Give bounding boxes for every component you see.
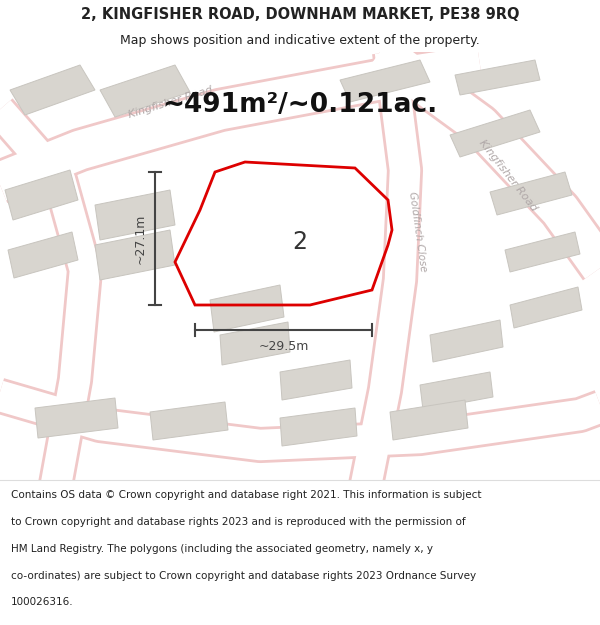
Text: HM Land Registry. The polygons (including the associated geometry, namely x, y: HM Land Registry. The polygons (includin… bbox=[11, 544, 433, 554]
Polygon shape bbox=[10, 65, 95, 115]
Text: Kingfisher Road: Kingfisher Road bbox=[477, 138, 539, 212]
Text: 2: 2 bbox=[293, 230, 308, 254]
Polygon shape bbox=[430, 320, 503, 362]
Polygon shape bbox=[35, 398, 118, 438]
Text: ~27.1m: ~27.1m bbox=[134, 213, 147, 264]
Text: co-ordinates) are subject to Crown copyright and database rights 2023 Ordnance S: co-ordinates) are subject to Crown copyr… bbox=[11, 571, 476, 581]
Polygon shape bbox=[100, 65, 190, 117]
Polygon shape bbox=[510, 287, 582, 328]
Text: Kingfisher Road: Kingfisher Road bbox=[127, 84, 214, 119]
Polygon shape bbox=[450, 110, 540, 157]
Polygon shape bbox=[220, 322, 290, 365]
Polygon shape bbox=[150, 402, 228, 440]
Text: Goldfinch Close: Goldfinch Close bbox=[407, 191, 428, 272]
Text: to Crown copyright and database rights 2023 and is reproduced with the permissio: to Crown copyright and database rights 2… bbox=[11, 517, 466, 527]
Polygon shape bbox=[5, 170, 78, 220]
Polygon shape bbox=[340, 60, 430, 102]
Text: 2, KINGFISHER ROAD, DOWNHAM MARKET, PE38 9RQ: 2, KINGFISHER ROAD, DOWNHAM MARKET, PE38… bbox=[81, 7, 519, 22]
Text: ~29.5m: ~29.5m bbox=[259, 340, 308, 353]
Polygon shape bbox=[455, 60, 540, 95]
Text: Contains OS data © Crown copyright and database right 2021. This information is : Contains OS data © Crown copyright and d… bbox=[11, 490, 481, 500]
Text: ~491m²/~0.121ac.: ~491m²/~0.121ac. bbox=[163, 92, 437, 118]
Polygon shape bbox=[8, 232, 78, 278]
Polygon shape bbox=[420, 372, 493, 410]
Text: Map shows position and indicative extent of the property.: Map shows position and indicative extent… bbox=[120, 34, 480, 47]
Polygon shape bbox=[505, 232, 580, 272]
Polygon shape bbox=[280, 360, 352, 400]
Polygon shape bbox=[95, 230, 175, 280]
Text: 100026316.: 100026316. bbox=[11, 598, 73, 608]
Polygon shape bbox=[280, 408, 357, 446]
Polygon shape bbox=[210, 285, 284, 332]
Polygon shape bbox=[490, 172, 572, 215]
Polygon shape bbox=[95, 190, 175, 240]
Polygon shape bbox=[390, 400, 468, 440]
